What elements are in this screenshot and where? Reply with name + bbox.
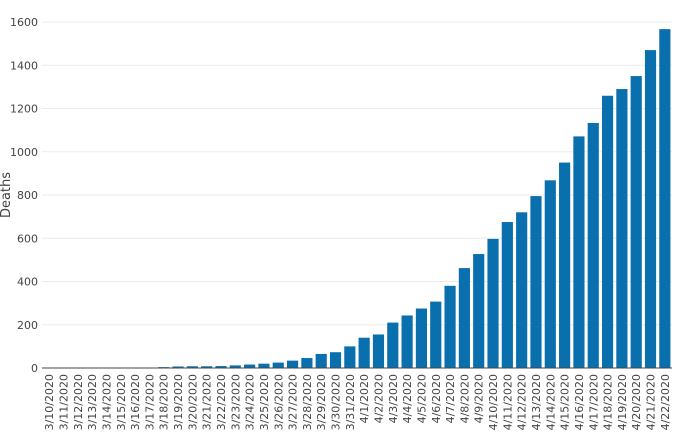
x-tick-label: 4/14/2020 (544, 374, 557, 430)
y-tick-label: 200 (17, 319, 38, 332)
x-tick-label: 3/17/2020 (143, 374, 156, 430)
x-tick-label: 4/4/2020 (401, 374, 414, 423)
x-tick-label: 4/21/2020 (645, 374, 658, 430)
bar (430, 302, 441, 368)
x-tick-label: 4/2/2020 (372, 374, 385, 423)
x-tick-label: 3/28/2020 (301, 374, 314, 430)
bar (559, 163, 570, 368)
y-tick-label: 1600 (10, 16, 38, 29)
x-tick-label: 3/29/2020 (315, 374, 328, 430)
bar (659, 29, 670, 368)
x-tick-label: 4/22/2020 (659, 374, 672, 430)
x-tick-label: 4/19/2020 (616, 374, 629, 430)
x-tick-label: 4/16/2020 (573, 374, 586, 430)
x-tick-label: 3/18/2020 (158, 374, 171, 430)
bar (545, 180, 556, 368)
x-tick-label: 3/15/2020 (115, 374, 128, 430)
bar (573, 136, 584, 368)
y-tick-label: 1200 (10, 103, 38, 116)
x-tick-label: 4/15/2020 (559, 374, 572, 430)
bar (373, 334, 384, 368)
bar (444, 286, 455, 368)
y-tick-label: 1400 (10, 59, 38, 72)
x-tick-label: 3/27/2020 (287, 374, 300, 430)
bar (487, 239, 498, 368)
x-tick-label: 3/13/2020 (86, 374, 99, 430)
x-tick-label: 3/25/2020 (258, 374, 271, 430)
bar (258, 364, 269, 368)
bar (416, 309, 427, 368)
x-tick-label: 3/11/2020 (57, 374, 70, 430)
bar (344, 346, 355, 368)
x-tick-label: 3/26/2020 (272, 374, 285, 430)
x-tick-label: 3/12/2020 (72, 374, 85, 430)
bar (502, 222, 513, 368)
x-tick-label: 4/20/2020 (630, 374, 643, 430)
x-tick-label: 3/22/2020 (215, 374, 228, 430)
x-tick-label: 4/13/2020 (530, 374, 543, 430)
bar (244, 365, 255, 368)
x-tick-label: 3/14/2020 (100, 374, 113, 430)
bar (616, 89, 627, 368)
bar (602, 96, 613, 368)
x-tick-label: 3/30/2020 (330, 374, 343, 430)
x-tick-label: 3/24/2020 (244, 374, 257, 430)
bar (588, 123, 599, 368)
x-tick-label: 4/5/2020 (415, 374, 428, 423)
bar (316, 354, 327, 368)
y-tick-label: 0 (31, 362, 38, 375)
y-tick-label: 800 (17, 189, 38, 202)
bar (402, 315, 413, 368)
x-tick-label: 4/17/2020 (587, 374, 600, 430)
bar (287, 361, 298, 368)
bar (330, 352, 341, 368)
y-axis-ticks: 0 200 400 600 800 1000 1200 1400 1600 (10, 16, 38, 375)
x-tick-label: 4/18/2020 (602, 374, 615, 430)
bar (516, 212, 527, 368)
x-tick-label: 4/8/2020 (458, 374, 471, 423)
x-tick-label: 4/11/2020 (501, 374, 514, 430)
x-tick-label: 4/1/2020 (358, 374, 371, 423)
bar (645, 50, 656, 368)
x-tick-label: 3/19/2020 (172, 374, 185, 430)
bar (301, 358, 312, 368)
bars (144, 29, 671, 368)
x-tick-label: 4/7/2020 (444, 374, 457, 423)
x-tick-label: 3/10/2020 (43, 374, 56, 430)
y-tick-label: 400 (17, 276, 38, 289)
y-tick-label: 600 (17, 232, 38, 245)
bar (387, 323, 398, 368)
bar (273, 363, 284, 368)
x-tick-label: 4/6/2020 (430, 374, 443, 423)
bar (631, 76, 642, 368)
x-tick-label: 4/10/2020 (487, 374, 500, 430)
bar (530, 196, 541, 368)
x-tick-label: 3/31/2020 (344, 374, 357, 430)
y-tick-label: 1000 (10, 146, 38, 159)
x-tick-label: 3/20/2020 (186, 374, 199, 430)
x-tick-label: 3/23/2020 (229, 374, 242, 430)
x-tick-label: 3/16/2020 (129, 374, 142, 430)
bar (359, 338, 370, 368)
y-axis-label: Deaths (0, 172, 14, 218)
x-tick-label: 4/12/2020 (516, 374, 529, 430)
bar (473, 254, 484, 368)
x-tick-label: 4/3/2020 (387, 374, 400, 423)
bar (459, 268, 470, 368)
x-tick-label: 4/9/2020 (473, 374, 486, 423)
x-tick-label: 3/21/2020 (201, 374, 214, 430)
